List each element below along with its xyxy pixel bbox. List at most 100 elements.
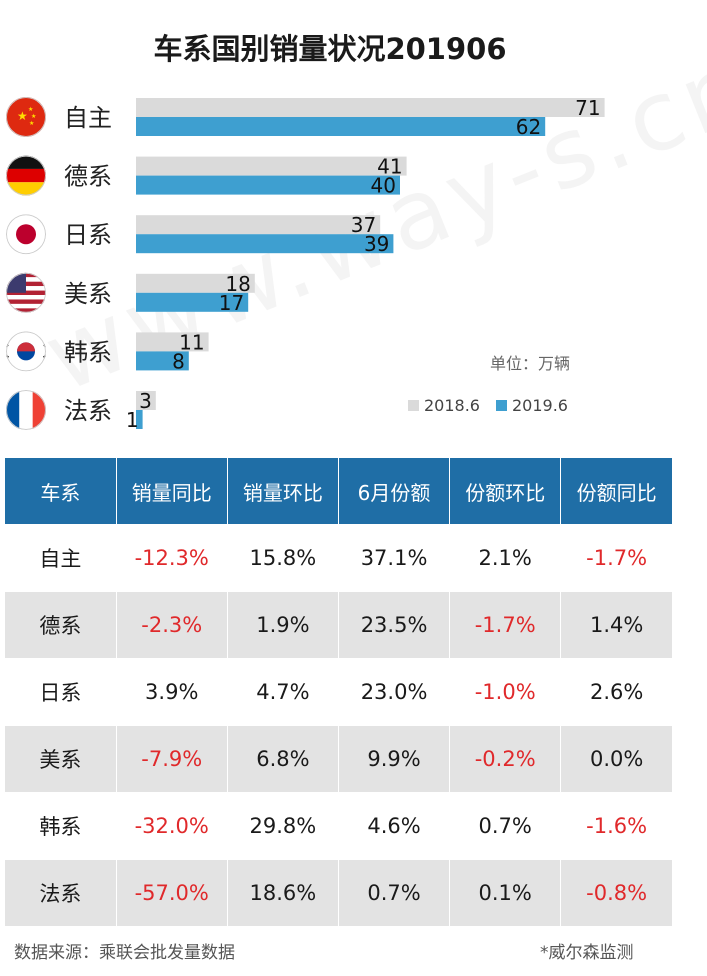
- table-cell: -57.0%: [115, 859, 228, 926]
- table-row: 德系 -2.3% 1.9% 23.5% -1.7% 1.4%: [5, 591, 672, 659]
- table-cell: -1.6%: [560, 792, 672, 860]
- legend-label-2019: 2019.6: [511, 396, 568, 415]
- stats-table: 车系 销量同比 销量环比 6月份额 份额环比 份额同比 自主 -12.3% 15.8% 37.1…: [5, 458, 672, 926]
- table-cell: 0.7%: [449, 792, 561, 860]
- japan-flag-icon: [6, 214, 46, 255]
- table-cell: -12.3%: [115, 524, 228, 592]
- bar-2019-2: [136, 234, 394, 254]
- table-header-cell: 6月份额: [337, 458, 450, 525]
- bar-2019-4: [136, 351, 189, 371]
- bar-label-2019-1: 40: [371, 174, 396, 198]
- svg-text:★: ★: [31, 113, 36, 120]
- bar-label-2019-2: 39: [364, 232, 389, 256]
- usa-flag-icon: [6, 272, 46, 313]
- table-header-cell: 车系: [5, 458, 117, 525]
- table-cell: 1.4%: [560, 591, 672, 659]
- table-cell: 9.9%: [337, 725, 450, 793]
- table-cell: 29.8%: [226, 792, 339, 860]
- bar-2018-2: [136, 215, 381, 235]
- bar-2018-3: [136, 273, 255, 293]
- table-cell: -2.3%: [115, 591, 228, 659]
- bar-label-2019-4: 8: [172, 349, 185, 373]
- table-cell: -0.8%: [560, 859, 672, 926]
- france-flag-icon: [6, 390, 46, 430]
- table-cell: 23.0%: [337, 658, 450, 726]
- table-header-cell: 份额同比: [560, 458, 672, 525]
- bar-2019-5: [136, 410, 143, 429]
- table-row: 日系 3.9% 4.7% 23.0% -1.0% 2.6%: [5, 658, 672, 726]
- bar-label-2018-4: 11: [179, 330, 204, 354]
- svg-text:★: ★: [28, 106, 33, 113]
- table-row-label: 德系: [5, 591, 117, 659]
- table-cell: 4.7%: [226, 658, 339, 726]
- table-row-label: 韩系: [5, 792, 117, 860]
- svg-text:★: ★: [17, 109, 28, 123]
- category-label-1: 德系: [64, 163, 112, 191]
- bar-2019-0: [136, 117, 546, 136]
- table-header-row: 车系 销量同比 销量环比 6月份额 份额环比 份额同比: [5, 458, 672, 525]
- bar-label-2019-3: 17: [219, 291, 244, 315]
- table-cell: -1.7%: [449, 591, 561, 659]
- table-cell: 23.5%: [337, 591, 450, 659]
- table-cell: 0.7%: [337, 859, 450, 926]
- legend-label-2018: 2018.6: [424, 396, 480, 415]
- bar-label-2018-5: 3: [139, 389, 152, 413]
- table-row-label: 美系: [5, 725, 117, 793]
- table-cell: -32.0%: [115, 792, 228, 860]
- category-label-5: 法系: [64, 397, 112, 425]
- table-cell: 3.9%: [115, 658, 228, 726]
- table-row-label: 自主: [5, 524, 117, 592]
- table-cell: -1.0%: [449, 658, 561, 726]
- korea-flag-icon: [6, 331, 46, 372]
- page-title: 车系国别销量状况201906: [153, 32, 507, 66]
- table-header-cell: 份额环比: [449, 458, 561, 525]
- legend-item-2018: 2018.6: [408, 396, 480, 415]
- bar-2019-3: [136, 292, 249, 312]
- category-label-0: 自主: [64, 104, 112, 132]
- table-cell: -0.2%: [449, 725, 561, 793]
- bar-label-2018-1: 41: [377, 155, 402, 179]
- table-cell: 15.8%: [226, 524, 339, 592]
- table-cell: 4.6%: [337, 792, 450, 860]
- legend-swatch-2019: [495, 400, 507, 411]
- table-cell: 0.1%: [449, 859, 561, 926]
- table-header-cell: 销量环比: [226, 458, 339, 525]
- bar-label-2018-0: 71: [575, 96, 600, 120]
- china-flag-icon: ★ ★★★: [6, 97, 46, 137]
- bar-label-2019-0: 62: [516, 115, 541, 139]
- table-body: 自主 -12.3% 15.8% 37.1% 2.1% -1.7% 德系 -2.3% 1.9% 23…: [5, 524, 672, 926]
- table-cell: -1.7%: [560, 524, 672, 592]
- bar-2019-1: [136, 175, 400, 195]
- table-cell: 18.6%: [226, 859, 339, 926]
- bar-2018-4: [136, 332, 209, 352]
- table-cell: 37.1%: [337, 524, 450, 592]
- legend-item-2019: 2019.6: [495, 396, 568, 415]
- table-row: 韩系 -32.0% 29.8% 4.6% 0.7% -1.6%: [5, 792, 672, 860]
- svg-text:★: ★: [29, 120, 34, 127]
- category-label-2: 日系: [64, 221, 112, 249]
- table-header-cell: 销量同比: [115, 458, 228, 525]
- bar-2018-0: [136, 98, 605, 117]
- table-row: 法系 -57.0% 18.6% 0.7% 0.1% -0.8%: [5, 859, 672, 926]
- table-row: 自主 -12.3% 15.8% 37.1% 2.1% -1.7%: [5, 524, 672, 592]
- germany-flag-icon: [6, 155, 46, 196]
- bar-2018-1: [136, 156, 407, 176]
- table-cell: 2.6%: [560, 658, 672, 726]
- table-cell: -7.9%: [115, 725, 228, 793]
- credit-note: *威尔森监测: [540, 943, 634, 963]
- table-row-label: 日系: [5, 658, 117, 726]
- unit-label: 单位：万辆: [490, 354, 571, 373]
- category-label-3: 美系: [64, 280, 112, 308]
- bar-label-2018-2: 37: [351, 213, 376, 237]
- category-label-4: 韩系: [64, 338, 112, 366]
- table-row-label: 法系: [5, 859, 117, 926]
- legend-swatch-2018: [408, 400, 419, 411]
- chart-legend: 2018.6 2019.6: [408, 396, 584, 415]
- bar-label-2018-3: 18: [225, 272, 250, 296]
- data-source: 数据来源：乘联会批发量数据: [14, 943, 235, 963]
- table-row: 美系 -7.9% 6.8% 9.9% -0.2% 0.0%: [5, 725, 672, 793]
- bar-label-2019-5: 1: [126, 408, 139, 432]
- table-cell: 0.0%: [560, 725, 672, 793]
- table-cell: 1.9%: [226, 591, 339, 659]
